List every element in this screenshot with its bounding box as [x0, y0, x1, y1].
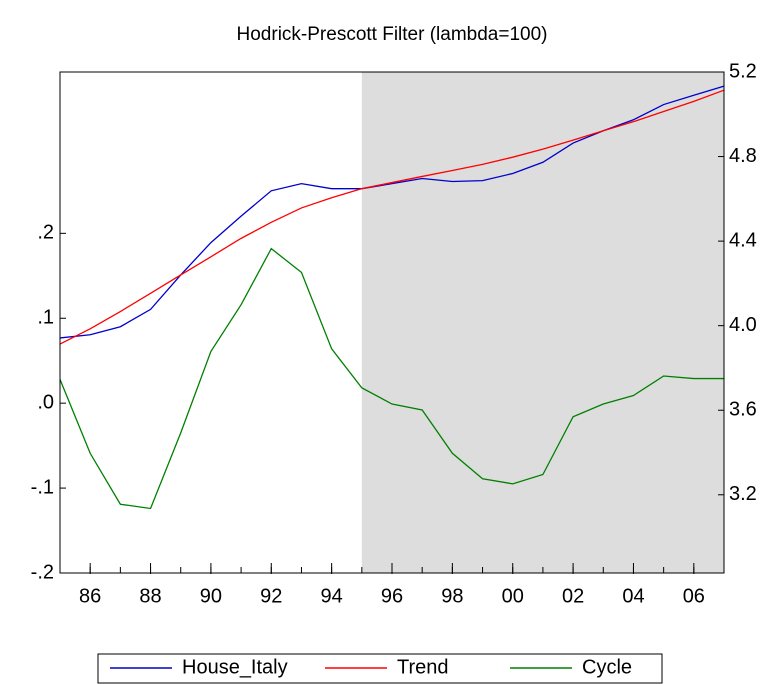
- y2-tick-label: 4.0: [729, 314, 757, 336]
- y-tick-label: -.2: [31, 561, 54, 583]
- y-tick-label: .2: [37, 222, 54, 244]
- y2-tick-label: 4.4: [729, 229, 757, 251]
- legend-label: Trend: [397, 656, 449, 678]
- x-tick-label: 00: [502, 585, 524, 607]
- x-tick-label: 86: [79, 585, 101, 607]
- series-line: [59, 89, 725, 345]
- x-tick-label: 92: [260, 585, 282, 607]
- shaded-region: [361, 72, 724, 573]
- x-tick-label: 06: [683, 585, 705, 607]
- x-tick-label: 96: [381, 585, 403, 607]
- series-line: [59, 247, 724, 510]
- plot-frame: [59, 71, 725, 574]
- y-tick-label: -.1: [31, 476, 54, 498]
- x-tick-label: 90: [200, 585, 222, 607]
- legend-label: House_Italy: [182, 656, 288, 678]
- x-tick-label: 98: [441, 585, 463, 607]
- y2-tick-label: 4.8: [729, 145, 757, 167]
- x-tick-label: 04: [622, 585, 644, 607]
- x-tick-label: 02: [562, 585, 584, 607]
- x-tick-label: 88: [139, 585, 161, 607]
- y2-tick-label: 5.2: [729, 60, 757, 82]
- y2-tick-label: 3.6: [729, 399, 757, 421]
- y-tick-label: .0: [37, 391, 54, 413]
- x-tick-label: 94: [321, 585, 343, 607]
- y-tick-label: .1: [37, 307, 54, 329]
- chart-title: Hodrick-Prescott Filter (lambda=100): [237, 24, 548, 45]
- legend-label: Cycle: [582, 656, 632, 678]
- y2-tick-label: 3.2: [729, 483, 757, 505]
